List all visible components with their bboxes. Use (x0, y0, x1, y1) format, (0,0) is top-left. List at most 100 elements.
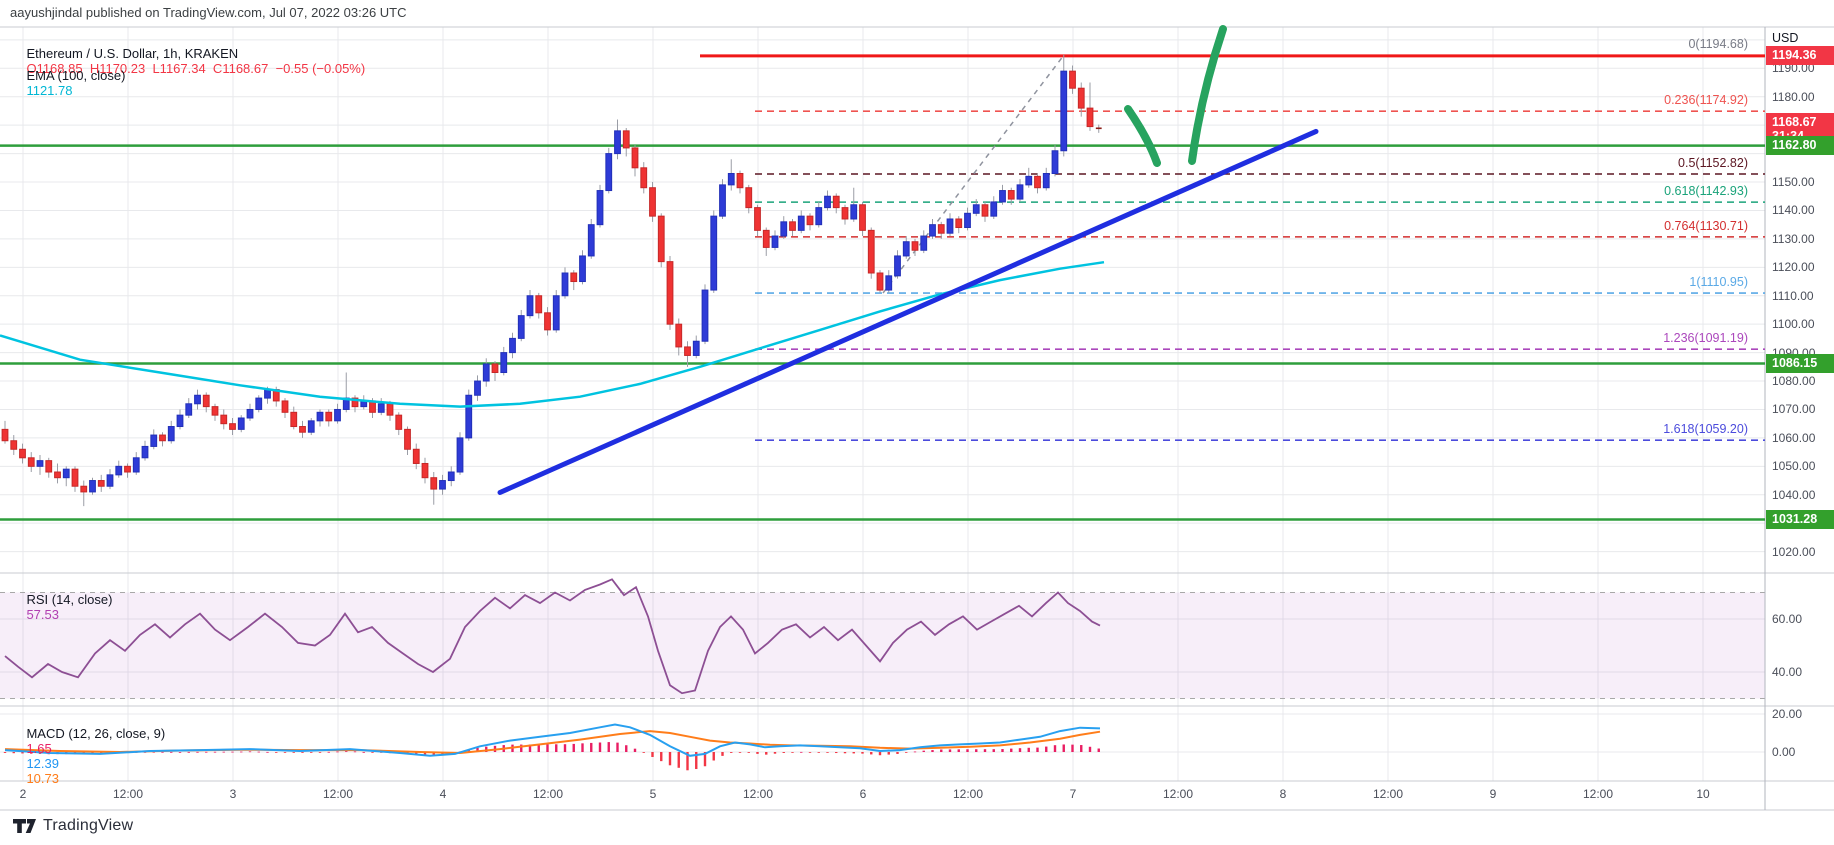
macd-hist-bar (555, 744, 558, 752)
rsi-tick: 60.00 (1772, 612, 1803, 626)
symbol-title: Ethereum / U.S. Dollar, 1h, KRAKEN (26, 46, 239, 61)
macd-hist-bar (345, 751, 348, 752)
macd-hist-bar (528, 744, 532, 752)
macd-hist-bar (686, 752, 689, 771)
macd-hist-bar (852, 752, 855, 754)
ohlc-values: O1168.85 H1170.23 L1167.34 C1168.67 −0.5… (26, 61, 366, 76)
price-tick: 1100.00 (1772, 317, 1815, 332)
horizontal-lines (0, 54, 1765, 521)
price-axis[interactable]: USD 1190.00 1180.00 1150.00 1140.00 1130.00 11… (1766, 0, 1834, 810)
macd-hist-bar (476, 747, 479, 752)
ema-label: EMA (100, close) (26, 68, 126, 83)
macd-hist-bar (625, 745, 628, 752)
macd-hist-bar (870, 752, 873, 755)
time-label: 9 (1489, 787, 1497, 801)
macd-hist-bar (353, 751, 357, 753)
macd-hist-bar (213, 751, 217, 753)
macd-layer (3, 723, 1101, 771)
macd-hist-bar (835, 752, 838, 754)
macd-hist-bar (677, 752, 680, 768)
time-label: 12:00 (1162, 787, 1194, 801)
macd-line (4, 723, 1101, 757)
macd-hist-bar (1045, 746, 1048, 752)
macd-hist-bar (362, 751, 365, 753)
time-label: 4 (439, 787, 447, 801)
time-label: 8 (1279, 787, 1287, 801)
fib-level-label: 0(1194.68) (1688, 37, 1748, 51)
macd-hist-bar (275, 752, 278, 753)
fib-level-label: 0.5(1152.82) (1678, 156, 1748, 170)
time-label: 2 (19, 787, 27, 801)
price-tick: 1080.00 (1772, 374, 1816, 389)
macd-hist-bar (616, 742, 619, 752)
time-label: 10 (1696, 787, 1710, 801)
time-label: 6 (859, 787, 867, 801)
fib-level-label: 1.236(1091.19) (1663, 331, 1748, 345)
macd-hist-bar (826, 752, 829, 753)
macd-hist-bar (983, 749, 987, 752)
time-label: 12:00 (1372, 787, 1404, 801)
macd-hist-bar (21, 752, 24, 754)
macd-hist-bar (318, 752, 322, 753)
macd-hist-bar (336, 751, 339, 753)
macd-hist-bar (1036, 747, 1039, 752)
rsi-band (0, 592, 1765, 699)
macd-hist-bar (1010, 748, 1013, 752)
macd-hist-bar (861, 752, 864, 754)
macd-hist-bar (948, 749, 952, 752)
symbol-legend[interactable]: Ethereum / U.S. Dollar, 1h, KRAKEN O1168… (12, 31, 371, 91)
annotation-arrow (1188, 25, 1227, 165)
price-tick: 1040.00 (1772, 487, 1816, 502)
macd-hist-bar (423, 752, 427, 756)
macd-hist-bar (651, 752, 654, 757)
macd-hist-bar (765, 752, 768, 755)
macd-hist-bar (808, 752, 812, 753)
price-badge: 1194.36 (1766, 46, 1834, 66)
macd-hist-bar (30, 752, 33, 754)
time-label: 12:00 (952, 787, 984, 801)
time-label: 12:00 (532, 787, 564, 801)
price-badge: 1162.80 (1766, 136, 1834, 156)
macd-legend[interactable]: MACD (12, 26, close, 9) 1.65 12.39 10.73 (12, 711, 171, 801)
price-tick: 1020.00 (1772, 544, 1816, 559)
fib-level-label: 1.618(1059.20) (1663, 422, 1748, 436)
macd-hist-bar (905, 752, 908, 753)
trendline (497, 128, 1319, 495)
fib-level-label: 0.618(1142.93) (1664, 184, 1748, 198)
macd-hist-bar (773, 752, 777, 754)
macd-hist-bar (1071, 744, 1074, 752)
macd-hist-bar (730, 752, 733, 753)
price-tick: 1140.00 (1772, 203, 1815, 218)
macd-tick: 0.00 (1772, 745, 1796, 759)
macd-hist-bar (966, 749, 969, 752)
macd-hist-bar (572, 743, 575, 752)
ema-legend[interactable]: EMA (100, close) 1121.78 (12, 53, 131, 113)
rsi-legend[interactable]: RSI (14, close) 57.53 (12, 577, 118, 637)
macd-hist-bar (992, 749, 995, 752)
price-badge: 1086.15 (1766, 354, 1834, 374)
time-label: 7 (1069, 787, 1077, 801)
time-axis[interactable]: 2 12:00 3 12:00 4 12:00 5 12:00 6 12:00 7 12:00 8 12:… (0, 781, 1765, 810)
rsi-label: RSI (14, close) (26, 592, 113, 607)
macd-hist-bar (887, 752, 890, 755)
macd-hist-bar (1080, 745, 1083, 752)
macd-hist-bar (598, 742, 602, 752)
rsi-line (4, 578, 1101, 695)
candles-layer (1, 54, 1102, 507)
macd-hist-bar (896, 752, 899, 754)
macd-hist-bar (1053, 745, 1057, 752)
axis-currency-label: USD (1772, 31, 1799, 45)
macd-hist-bar (1027, 747, 1030, 752)
price-tick: 1050.00 (1772, 459, 1816, 474)
macd-hist-bar (1018, 748, 1022, 752)
macd-hist-bar (371, 752, 374, 753)
macd-hist-bar (266, 751, 269, 753)
macd-hist-bar (161, 751, 164, 753)
price-tick: 1130.00 (1772, 231, 1815, 246)
macd-hist-bar (747, 752, 750, 753)
price-tick: 1070.00 (1772, 402, 1816, 417)
time-label: 5 (649, 787, 657, 801)
rsi-value: 57.53 (26, 607, 59, 622)
